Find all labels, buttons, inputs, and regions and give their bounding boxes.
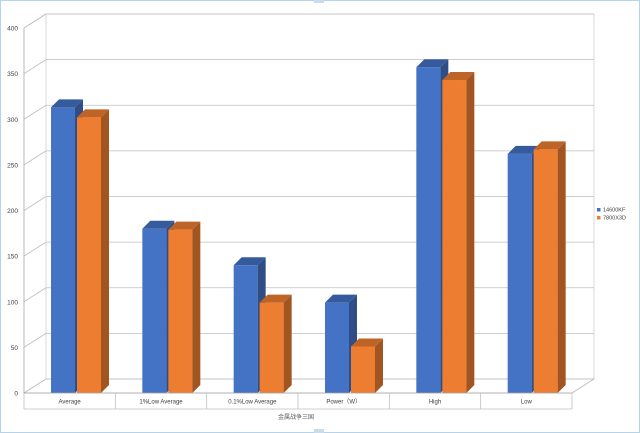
bar-top (507, 145, 540, 154)
bar-side (557, 141, 566, 393)
gridline-side (23, 59, 47, 74)
x-tick-label: Average (59, 400, 82, 406)
bar-side (375, 338, 383, 393)
x-tick-label: Low (521, 400, 533, 406)
bar-front (416, 67, 441, 394)
legend-label: 7800X3D (603, 216, 626, 222)
x-tick-label: 0.1%Low Average (228, 400, 277, 406)
bar (533, 141, 566, 393)
y-axis-top (23, 13, 47, 29)
bar-front (142, 228, 167, 393)
x-tick-labels: Average 1%Low Average 0.1%Low Average Power… (59, 399, 533, 406)
y-tick-label: 150 (7, 254, 18, 261)
axes (23, 13, 595, 410)
bar (351, 338, 383, 393)
y-tick-label: 400 (7, 26, 18, 33)
bar-side (101, 109, 109, 394)
y-tick-label: 0 (14, 391, 18, 398)
legend-swatch (597, 208, 601, 212)
y-tick-label: 100 (7, 299, 18, 306)
y-tick-label: 200 (7, 208, 18, 215)
bar-front (533, 149, 558, 393)
bar (259, 294, 292, 393)
bar-front (233, 265, 258, 393)
bar-top (51, 99, 83, 108)
bar-top (325, 294, 357, 303)
x-tick-label: Power（W） (326, 399, 361, 406)
bar-front (77, 117, 101, 394)
bar-front (442, 80, 467, 393)
x-axis-title: 金属战争三国 (278, 413, 314, 421)
bar-front (351, 346, 375, 393)
y-tick-labels: 0 50 100 150 200 250 300 350 400 (7, 26, 18, 398)
bars (51, 59, 566, 394)
x-tick-label: High (429, 400, 441, 406)
bar-top (259, 294, 292, 303)
bar-front (168, 229, 193, 393)
resize-handle-bottom[interactable] (314, 429, 324, 433)
gridline-side (23, 287, 47, 303)
y-tick-label: 350 (7, 71, 18, 78)
bar-top (168, 221, 201, 230)
y-tick-label: 250 (7, 162, 18, 169)
bar-top (442, 72, 475, 81)
gridlines (23, 13, 594, 394)
y-tick-label: 50 (11, 345, 19, 352)
legend[interactable]: 14600KF 7800X3D (597, 208, 626, 222)
bar-front (259, 302, 284, 393)
x-tick-label: 1%Low Average (139, 400, 183, 406)
gridline-side (23, 104, 47, 120)
bar-top (351, 338, 383, 347)
bar-top (416, 59, 449, 68)
bar-top (77, 109, 109, 118)
floor-edge (571, 378, 595, 394)
gridline-side (23, 150, 47, 166)
gridline-side (23, 241, 47, 257)
bar (77, 109, 109, 394)
bar-top (142, 220, 175, 229)
bar-front (325, 302, 349, 393)
bar-top (533, 141, 566, 150)
y-tick-label: 300 (7, 117, 18, 124)
bar-side (283, 294, 292, 393)
bar (442, 72, 475, 393)
bar-top (233, 257, 266, 266)
bar-front (51, 107, 75, 393)
gridline-side (23, 196, 47, 211)
bar-side (192, 221, 201, 393)
bar-front (507, 153, 532, 393)
resize-handle-top[interactable] (314, 0, 324, 3)
bar (325, 294, 357, 393)
bar (168, 221, 201, 393)
gridline-side (23, 333, 47, 348)
bar-side (466, 72, 475, 393)
legend-swatch (597, 216, 601, 220)
legend-label: 14600KF (603, 208, 626, 214)
gridline-side (23, 378, 47, 394)
